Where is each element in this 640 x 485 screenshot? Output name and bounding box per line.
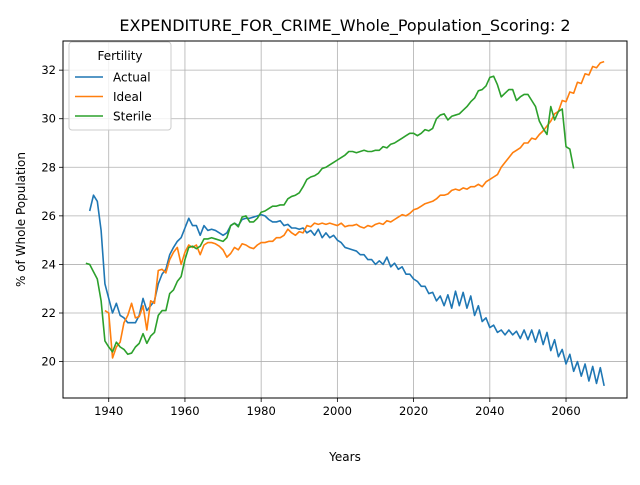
series-line-sterile xyxy=(85,75,575,356)
axis-ticks: 1940 1960 1980 2000 2020 2040 2060 20 22 24 26 28 30… xyxy=(41,63,580,418)
legend: Fertility Actual Ideal Sterile xyxy=(68,41,172,131)
chart-title: EXPENDITURE_FOR_CRIME_Whole_Population_S… xyxy=(119,16,570,36)
grid xyxy=(63,41,627,398)
y-tick-label: 30 xyxy=(41,112,56,126)
series-line-actual xyxy=(88,194,605,387)
x-axis-label: Years xyxy=(328,450,361,464)
x-tick-label: 1960 xyxy=(170,404,199,418)
y-tick-label: 22 xyxy=(41,306,56,320)
legend-entries: Actual Ideal Sterile xyxy=(75,71,152,124)
y-tick-label: 28 xyxy=(41,160,56,174)
y-axis-label: % of Whole Population xyxy=(14,152,28,287)
x-tick-label: 2060 xyxy=(551,404,580,418)
x-tick-label: 2000 xyxy=(323,404,352,418)
y-tick-label: 20 xyxy=(41,355,56,369)
legend-title: Fertility xyxy=(97,49,142,63)
plot-frame xyxy=(62,40,628,399)
x-tick-label: 2020 xyxy=(399,404,428,418)
legend-label-actual: Actual xyxy=(113,71,151,85)
series-line-ideal xyxy=(104,60,605,359)
y-tick-label: 26 xyxy=(41,209,56,223)
x-tick-label: 1940 xyxy=(94,404,123,418)
series-lines xyxy=(85,60,605,387)
y-tick-label: 24 xyxy=(41,257,56,271)
x-tick-label: 1980 xyxy=(247,404,276,418)
legend-label-sterile: Sterile xyxy=(113,110,152,124)
legend-label-ideal: Ideal xyxy=(113,90,142,104)
legend-box xyxy=(68,41,172,131)
y-tick-label: 32 xyxy=(41,63,56,77)
x-tick-label: 2040 xyxy=(475,404,504,418)
